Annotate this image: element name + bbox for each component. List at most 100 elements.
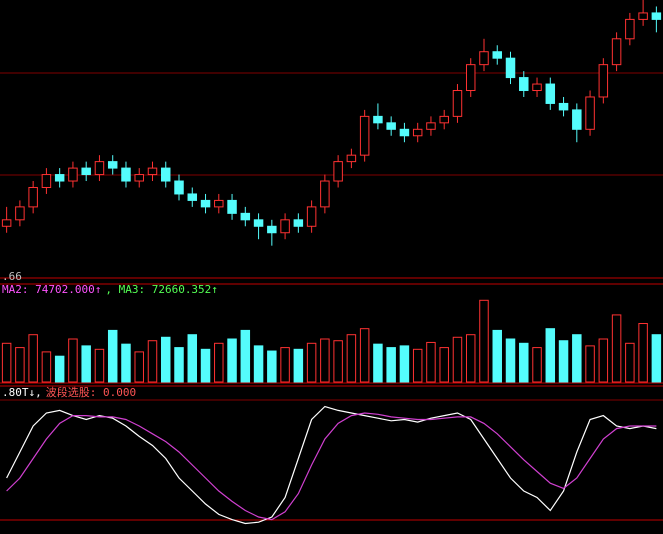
candle-body [558, 102, 569, 111]
candle-body [174, 180, 184, 195]
candle-body [465, 64, 476, 92]
candle-body [545, 83, 556, 104]
volume-bar [611, 314, 622, 383]
candle-body [200, 199, 211, 208]
candle-body [280, 219, 290, 234]
candle-body [15, 206, 25, 221]
candle-body [293, 219, 304, 227]
volume-bar [227, 338, 237, 383]
volume-bar [558, 340, 569, 383]
candle-body [187, 193, 198, 201]
volume-bar [386, 347, 396, 383]
volume-bar [240, 329, 251, 383]
candle-body [585, 96, 595, 130]
volume-bar [320, 338, 330, 383]
volume-bar [598, 338, 609, 383]
volume-bar [519, 342, 529, 383]
volume-bar [267, 350, 277, 383]
indicator-line [6, 405, 657, 525]
volume-bar [505, 338, 516, 383]
volume-bar [54, 355, 65, 383]
candle-body [28, 186, 38, 208]
volume-bar [200, 348, 211, 383]
candle-body [227, 199, 237, 214]
volume-bar [479, 299, 489, 383]
candle-body [386, 122, 396, 130]
volume-bar [465, 334, 476, 383]
candle-body [333, 161, 343, 182]
panel-label: 波段选股: 0.000 [46, 385, 136, 399]
volume-bar [134, 351, 144, 383]
candle-body [651, 12, 662, 20]
candle-body [611, 38, 622, 66]
volume-bar [638, 323, 648, 383]
volume-bar [439, 347, 449, 383]
volume-bar [651, 334, 662, 383]
panel-label: .80T↓, [2, 386, 42, 399]
volume-bar [214, 342, 224, 383]
candle-body [1, 219, 12, 227]
candle-body [426, 122, 436, 130]
volume-bar [452, 336, 463, 383]
volume-bar [625, 342, 635, 383]
candle-body [94, 161, 105, 176]
candle-body [532, 83, 542, 92]
volume-bar [253, 345, 264, 383]
candle-body [638, 12, 648, 20]
volume-bar [174, 347, 184, 383]
volume-bar [572, 334, 582, 383]
candle-body [625, 18, 635, 40]
candle-body [479, 51, 489, 66]
volume-bar [359, 328, 370, 383]
volume-bar [187, 334, 198, 383]
candle-body [121, 167, 131, 182]
candle-body [373, 115, 383, 124]
panel-label: MA2: 74702.000↑ [2, 283, 101, 296]
candle-body [399, 128, 410, 137]
candle-body [81, 167, 91, 176]
volume-bar [585, 345, 595, 383]
volume-bar [68, 338, 78, 383]
volume-bar [41, 351, 52, 383]
volume-bar [373, 343, 383, 383]
candle-body [161, 167, 171, 182]
indicator-line [6, 412, 657, 521]
panel-label: , MA3: 72660.352↑ [105, 283, 218, 296]
volume-bar [94, 348, 105, 383]
candle-body [519, 77, 529, 92]
candle-body [68, 167, 78, 182]
volume-bar [545, 328, 556, 383]
candle-body [267, 225, 277, 234]
candle-body [214, 199, 224, 208]
candle-body [107, 161, 118, 169]
volume-bar [346, 334, 357, 383]
candle-body [492, 51, 502, 59]
candle-body [320, 180, 330, 208]
panel-label: .66 [2, 270, 22, 283]
volume-bar [1, 342, 12, 383]
volume-bar [81, 345, 91, 383]
volume-bar [147, 340, 158, 383]
candle-body [253, 219, 264, 227]
candle-body [412, 128, 423, 137]
volume-bar [15, 347, 25, 383]
volume-bar [280, 347, 290, 383]
volume-bar [107, 329, 118, 383]
candle-body [346, 154, 357, 163]
candle-body [505, 57, 516, 79]
volume-bar [333, 340, 343, 383]
candle-body [598, 64, 609, 98]
candle-body [134, 174, 144, 182]
candle-body [439, 115, 449, 124]
candle-body [240, 212, 251, 221]
volume-bar [306, 342, 317, 383]
candle-body [306, 206, 317, 227]
volume-bar [28, 334, 38, 383]
volume-bar [412, 348, 423, 383]
candle-body [572, 109, 582, 130]
candle-body [359, 115, 370, 156]
volume-bar [121, 343, 131, 383]
volume-bar [399, 345, 410, 383]
